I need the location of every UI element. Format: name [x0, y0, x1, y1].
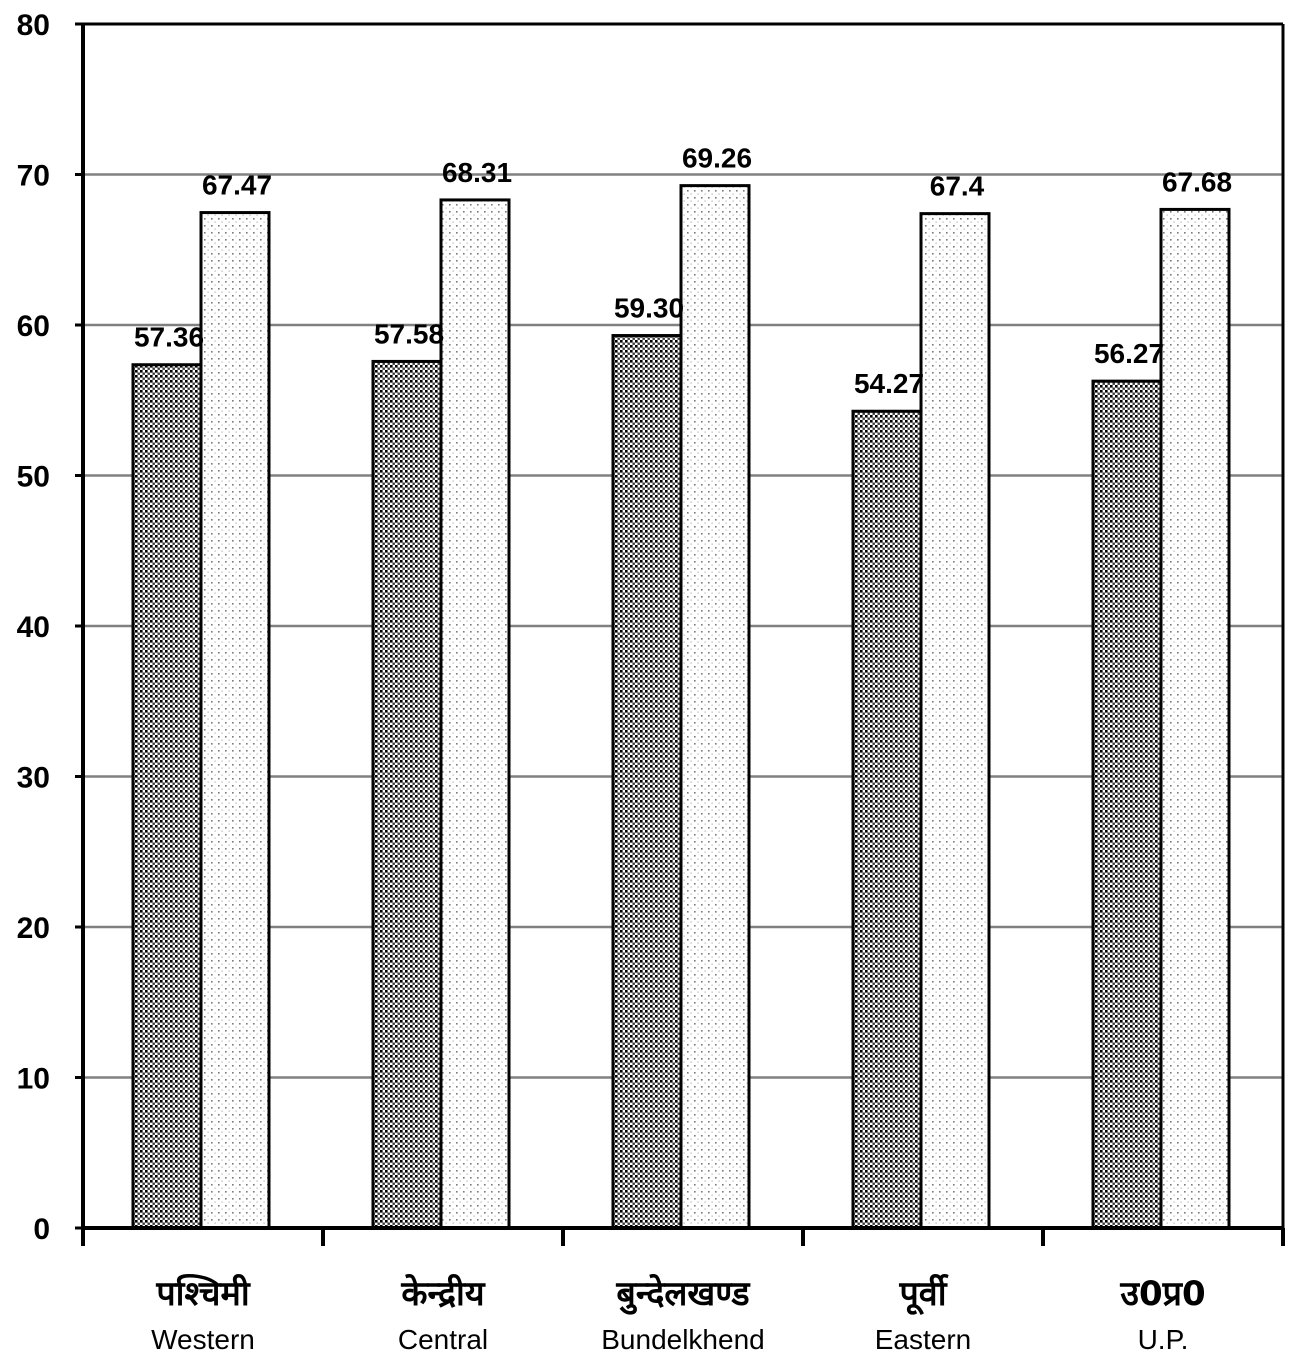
data-label: 57.58	[374, 318, 444, 349]
bar-series-1	[611, 334, 683, 1230]
category-label-hindi: केन्द्रीय	[400, 1273, 485, 1314]
data-labels: 57.36 67.47 57.58 68.31 59.30 69.26 54.27 67.4 5…	[134, 143, 1232, 400]
category-label-hindi: बुन्देलखण्ड	[615, 1273, 751, 1315]
bar-series-2	[1159, 207, 1231, 1230]
data-label: 67.68	[1162, 166, 1232, 197]
bar-series-2	[679, 184, 751, 1230]
data-label: 67.4	[930, 171, 985, 202]
category-label-hindi: उ0प्र0	[1119, 1274, 1205, 1314]
y-tick-label: 0	[33, 1213, 50, 1246]
category-labels: पश्चिमी Western केन्द्रीय Central बुन्देलखण्…	[151, 1273, 1206, 1355]
category-label-english: Western	[151, 1324, 255, 1355]
bar-series-2	[199, 211, 271, 1230]
y-tick-labels: 0 10 20 30 40 50 60 70 80	[17, 9, 50, 1246]
data-label: 54.27	[854, 368, 924, 399]
y-tick-label: 10	[17, 1063, 50, 1096]
data-label: 68.31	[442, 157, 512, 188]
category-label-english: Bundelkhend	[601, 1324, 764, 1355]
category-label-english: U.P.	[1138, 1324, 1189, 1355]
bar-series-2	[439, 198, 511, 1230]
y-tick-label: 60	[17, 310, 50, 343]
y-tick-label: 50	[17, 461, 50, 494]
bars	[131, 184, 1231, 1230]
data-label: 69.26	[682, 143, 752, 174]
axes	[75, 22, 1285, 1246]
y-tick-label: 80	[17, 9, 50, 42]
category-label-english: Central	[398, 1324, 488, 1355]
y-tick-label: 20	[17, 912, 50, 945]
bar-series-1	[371, 359, 443, 1230]
y-tick-label: 70	[17, 160, 50, 193]
category-label-english: Eastern	[875, 1324, 972, 1355]
y-tick-label: 40	[17, 611, 50, 644]
data-label: 67.47	[202, 170, 272, 201]
bar-series-2	[919, 212, 991, 1230]
category-label-hindi: पूर्वी	[898, 1273, 948, 1316]
data-label: 57.36	[134, 322, 204, 353]
bar-series-1	[1091, 379, 1163, 1230]
bar-series-1	[851, 409, 923, 1230]
category-label-hindi: पश्चिमी	[155, 1273, 250, 1314]
y-tick-label: 30	[17, 762, 50, 795]
data-label: 59.30	[614, 293, 684, 324]
bar-series-1	[131, 363, 203, 1230]
data-label: 56.27	[1094, 338, 1164, 369]
